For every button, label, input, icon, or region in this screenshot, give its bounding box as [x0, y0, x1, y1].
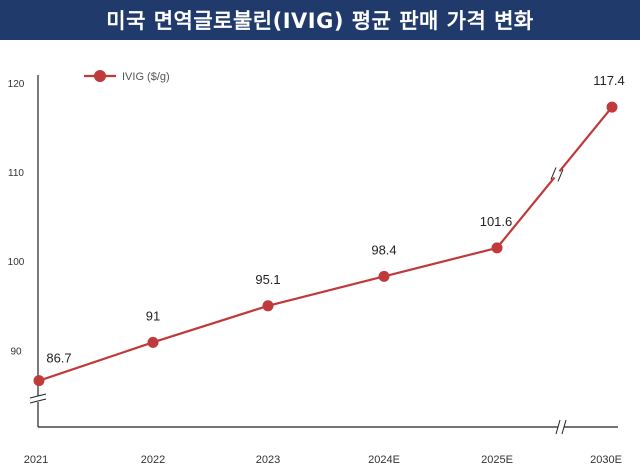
y-tick-labels: 90 100 110 120 — [8, 79, 25, 357]
data-label: 86.7 — [46, 351, 71, 366]
x-tick-label: 2023 — [256, 454, 280, 466]
title-bar: 미국 면역글로불린(IVIG) 평균 판매 가격 변화 — [0, 0, 640, 40]
data-label: 101.6 — [480, 214, 513, 229]
x-tick-labels: 2021 2022 2023 2024E 2025E 2030E — [24, 454, 622, 466]
data-label: 95.1 — [255, 272, 280, 287]
y-axis-break-gap — [32, 396, 44, 402]
x-tick-label: 2024E — [368, 454, 400, 466]
y-tick-label: 120 — [8, 79, 25, 90]
data-label: 117.4 — [593, 73, 625, 88]
line-break-mark — [550, 167, 557, 180]
legend-label: IVIG ($/g) — [122, 71, 170, 83]
x-axis-break-mark — [561, 419, 567, 435]
series-ivig — [33, 101, 618, 387]
x-axis-break-mark — [555, 419, 561, 435]
data-point — [491, 242, 503, 254]
data-label: 98.4 — [371, 242, 396, 257]
x-tick-label: 2030E — [590, 454, 622, 466]
legend-marker — [94, 70, 106, 82]
data-point — [147, 336, 159, 348]
series-line — [38, 106, 613, 382]
y-axis-break-mark — [29, 398, 47, 404]
y-tick-label: 100 — [8, 257, 25, 268]
x-tick-label: 2025E — [481, 454, 513, 466]
data-point — [378, 270, 390, 282]
x-tick-label: 2022 — [141, 454, 165, 466]
data-point — [606, 101, 618, 113]
x-axis-break-gap — [558, 421, 564, 433]
line-break-gap — [549, 167, 565, 182]
y-axis-break-mark — [29, 393, 47, 399]
legend: IVIG ($/g) — [84, 70, 170, 83]
data-point — [262, 300, 274, 312]
y-tick-label: 110 — [8, 168, 24, 179]
data-label: 91 — [146, 308, 160, 323]
axes — [29, 75, 618, 435]
y-tick-label: 90 — [10, 346, 22, 357]
x-tick-label: 2021 — [24, 454, 48, 466]
line-break-mark — [557, 169, 564, 182]
data-point — [33, 375, 45, 387]
chart-title: 미국 면역글로불린(IVIG) 평균 판매 가격 변화 — [106, 9, 534, 33]
data-labels: 86.7 91 95.1 98.4 101.6 117.4 — [46, 73, 624, 366]
